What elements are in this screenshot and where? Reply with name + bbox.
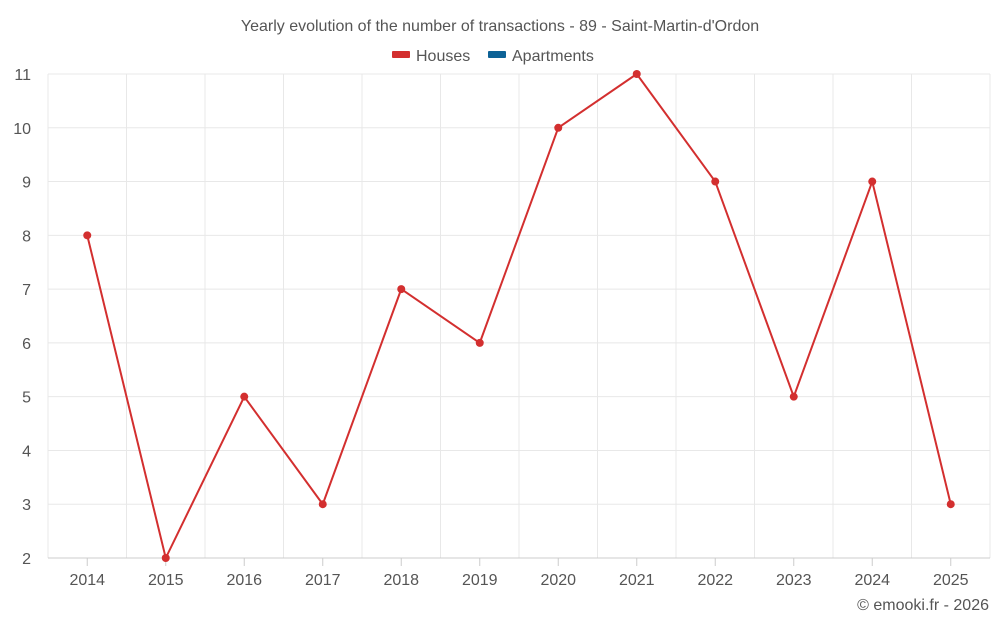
- y-tick-label: 3: [22, 497, 31, 514]
- data-point-houses[interactable]: [789, 392, 798, 401]
- legend-swatch-houses: [392, 51, 410, 58]
- data-point-houses[interactable]: [161, 554, 170, 562]
- tick-labels: 2 3 4 5 6 7 8 9 10 11 2014 2015 2016 2017 2018 2019 2020…: [13, 67, 968, 589]
- x-tick-label: 2025: [933, 572, 969, 589]
- x-tick-label: 2015: [148, 572, 184, 589]
- legend-item-apartments[interactable]: Apartments: [488, 48, 594, 65]
- data-point-houses[interactable]: [318, 500, 327, 509]
- data-point-houses[interactable]: [868, 177, 877, 186]
- y-tick-label: 6: [22, 336, 31, 353]
- y-tick-label: 11: [14, 67, 31, 84]
- legend: Houses Apartments: [392, 48, 594, 65]
- series: [83, 70, 955, 562]
- credit-text: © emooki.fr - 2026: [857, 597, 989, 614]
- x-tick-label: 2018: [383, 572, 419, 589]
- data-point-houses[interactable]: [240, 392, 249, 401]
- data-point-houses[interactable]: [554, 123, 563, 132]
- legend-label-houses: Houses: [416, 48, 470, 65]
- data-point-houses[interactable]: [475, 338, 484, 347]
- data-point-houses[interactable]: [83, 231, 92, 240]
- x-tick-label: 2017: [305, 572, 341, 589]
- x-tick-label: 2024: [854, 572, 890, 589]
- y-tick-label: 7: [22, 282, 31, 299]
- data-point-houses[interactable]: [711, 177, 720, 186]
- x-tick-label: 2020: [540, 572, 576, 589]
- x-tick-label: 2019: [462, 572, 498, 589]
- data-point-houses[interactable]: [946, 500, 955, 509]
- x-tick-label: 2023: [776, 572, 812, 589]
- x-tick-label: 2014: [69, 572, 105, 589]
- series-line-houses: [86, 72, 952, 561]
- data-point-houses[interactable]: [397, 285, 406, 294]
- grid: [47, 73, 991, 558]
- x-tick-label: 2022: [697, 572, 733, 589]
- y-tick-label: 9: [22, 175, 31, 192]
- y-tick-label: 10: [13, 121, 31, 138]
- legend-swatch-apartments: [488, 51, 506, 58]
- chart-title: Yearly evolution of the number of transa…: [241, 18, 759, 35]
- legend-label-apartments: Apartments: [512, 48, 594, 65]
- axes: [48, 557, 990, 566]
- x-tick-label: 2021: [619, 572, 655, 589]
- legend-item-houses[interactable]: Houses: [392, 48, 470, 65]
- x-tick-label: 2016: [226, 572, 262, 589]
- y-tick-label: 5: [22, 390, 31, 407]
- y-tick-label: 8: [22, 228, 31, 245]
- y-tick-label: 4: [22, 443, 31, 460]
- data-point-houses[interactable]: [632, 70, 641, 78]
- y-tick-label: 2: [22, 551, 31, 568]
